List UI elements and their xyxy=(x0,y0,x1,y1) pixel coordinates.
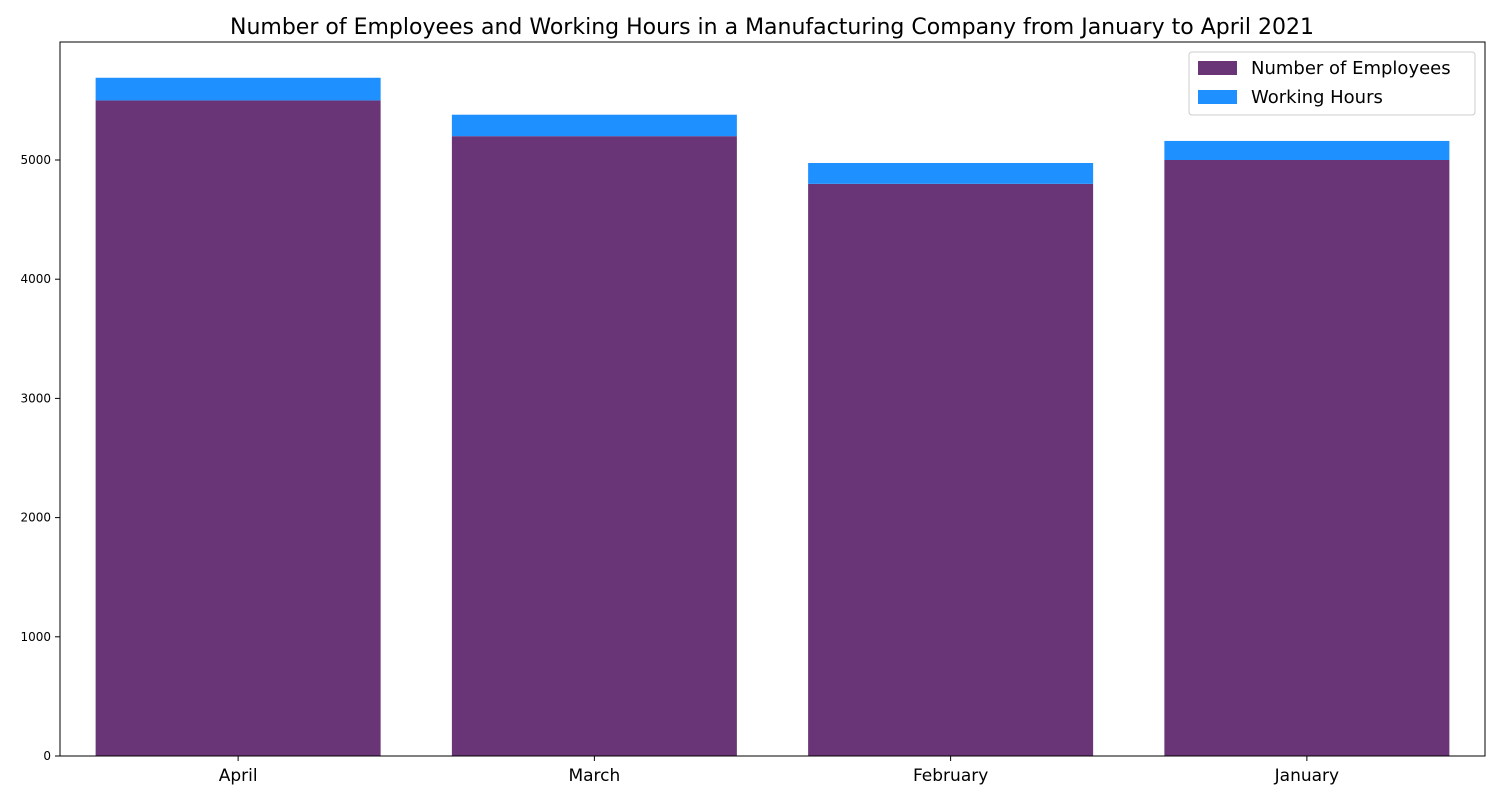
bar-employees-april xyxy=(95,100,381,756)
y-tick-label: 3000 xyxy=(20,391,51,405)
x-tick-label-april: April xyxy=(219,766,258,786)
bar-working-hours-february xyxy=(808,162,1094,184)
legend-label-working-hours: Working Hours xyxy=(1251,87,1383,108)
x-tick-label-january: January xyxy=(1274,766,1339,786)
x-tick-label-february: February xyxy=(913,766,988,786)
legend-box xyxy=(1188,51,1476,116)
bar-working-hours-march xyxy=(451,114,737,137)
x-tick-label-march: March xyxy=(568,766,620,786)
y-tick-label: 5000 xyxy=(20,153,51,167)
chart-title: Number of Employees and Working Hours in… xyxy=(230,15,1314,40)
legend: Number of Employees Working Hours xyxy=(1188,51,1476,116)
bars-layer xyxy=(95,77,1450,757)
y-axis: 0 1000 2000 3000 4000 5000 xyxy=(20,153,60,763)
bar-working-hours-april xyxy=(95,77,381,101)
legend-swatch-working-hours xyxy=(1198,90,1237,104)
legend-label-employees: Number of Employees xyxy=(1251,58,1451,79)
bar-employees-january xyxy=(1164,160,1450,756)
y-tick-label: 0 xyxy=(43,749,51,763)
y-tick-label: 1000 xyxy=(20,630,51,644)
y-tick-label: 4000 xyxy=(20,272,51,286)
bar-working-hours-january xyxy=(1164,140,1450,161)
bar-employees-february xyxy=(808,183,1094,756)
y-tick-label: 2000 xyxy=(20,511,51,525)
x-axis: April March February January xyxy=(219,756,1339,786)
plot-frame xyxy=(59,41,1486,757)
legend-swatch-employees xyxy=(1198,61,1237,75)
bar-employees-march xyxy=(451,136,737,757)
